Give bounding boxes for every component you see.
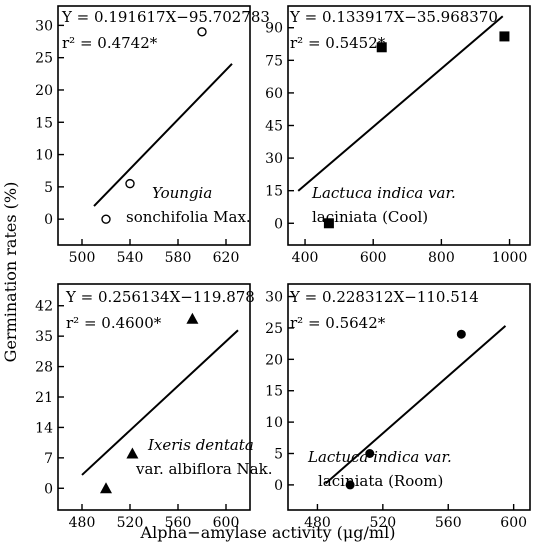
y-tick-label: 30 bbox=[265, 151, 283, 167]
panel-2: 400 600 800 1000 0 15 30 45 60 75 90 Y = 0.133917X−… bbox=[265, 5, 531, 266]
x-tick-label: 600 bbox=[360, 250, 387, 266]
regression-equation: Y = 0.256134X−119.878 bbox=[65, 288, 255, 306]
regression-equation: Y = 0.228312X−110.514 bbox=[289, 288, 479, 306]
y-axis-title: Germination rates (%) bbox=[1, 182, 20, 363]
y-tick-label: 14 bbox=[35, 420, 53, 436]
y-tick-label: 75 bbox=[265, 53, 283, 69]
y-tick-label: 30 bbox=[265, 290, 283, 306]
y-tick-label: 0 bbox=[274, 216, 283, 232]
data-point bbox=[126, 447, 139, 459]
y-tick-label: 15 bbox=[35, 115, 53, 131]
y-tick-label: 42 bbox=[35, 299, 53, 315]
y-tick-label: 10 bbox=[265, 415, 283, 431]
x-tick-label: 560 bbox=[165, 515, 192, 531]
y-tick-label: 5 bbox=[274, 447, 283, 463]
r-squared: r² = 0.5452* bbox=[290, 34, 386, 52]
y-tick-label: 0 bbox=[274, 478, 283, 494]
plot-frame bbox=[287, 283, 531, 511]
regression-line bbox=[81, 329, 239, 476]
x-tick-label: 480 bbox=[304, 515, 331, 531]
y-tick-label: 35 bbox=[35, 329, 53, 345]
data-point bbox=[101, 214, 111, 224]
y-tick-label: 20 bbox=[265, 352, 283, 368]
r-squared: r² = 0.4600* bbox=[66, 314, 162, 332]
x-tick-label: 800 bbox=[428, 250, 455, 266]
panel-1: 500 540 580 620 0 5 10 15 20 25 30 Y = 0.191617X−95… bbox=[35, 5, 270, 266]
x-tick-label: 480 bbox=[69, 515, 96, 531]
y-tick-label: 20 bbox=[35, 83, 53, 99]
y-tick-label: 0 bbox=[44, 212, 53, 228]
y-tick-label: 5 bbox=[44, 180, 53, 196]
regression-line bbox=[93, 63, 233, 207]
data-point bbox=[376, 42, 387, 53]
y-tick-label: 15 bbox=[265, 384, 283, 400]
y-tick-label: 28 bbox=[35, 360, 53, 376]
species-label: Lactuca indica var. bbox=[307, 448, 452, 466]
regression-equation: Y = 0.133917X−35.968370 bbox=[289, 8, 498, 26]
regression-equation: Y = 0.191617X−95.702783 bbox=[61, 8, 270, 26]
y-tick-label: 45 bbox=[265, 119, 283, 135]
data-point bbox=[365, 449, 375, 458]
panel-3: 480 520 560 600 0 7 14 21 28 35 42 Y = 0.256134X−11… bbox=[35, 283, 272, 531]
data-point bbox=[499, 31, 510, 42]
data-point bbox=[197, 27, 207, 37]
x-tick-label: 400 bbox=[292, 250, 319, 266]
data-point bbox=[186, 312, 199, 324]
y-tick-label: 15 bbox=[265, 184, 283, 200]
r-squared: r² = 0.4742* bbox=[62, 34, 158, 52]
x-tick-label: 620 bbox=[213, 250, 240, 266]
x-tick-label: 560 bbox=[435, 515, 462, 531]
x-tick-label: 520 bbox=[117, 515, 144, 531]
x-tick-label: 1000 bbox=[492, 250, 528, 266]
x-tick-label: 600 bbox=[213, 515, 240, 531]
species-label-line2: var. albiflora Nak. bbox=[135, 460, 272, 478]
species-label: Youngia bbox=[152, 184, 212, 202]
species-label: Lactuca indica var. bbox=[311, 184, 456, 202]
panel-4: 480 520 560 600 0 5 10 15 20 25 30 Y = 0.228312X−11… bbox=[265, 283, 531, 531]
data-point bbox=[456, 329, 466, 339]
species-label-line2: sonchifolia Max. bbox=[126, 208, 251, 226]
data-point bbox=[345, 480, 355, 490]
y-tick-label: 25 bbox=[35, 51, 53, 67]
x-tick-label: 580 bbox=[165, 250, 192, 266]
y-tick-label: 25 bbox=[265, 321, 283, 337]
y-tick-label: 7 bbox=[44, 451, 53, 467]
x-axis-title: Alpha−amylase activity (μg/ml) bbox=[140, 523, 396, 542]
data-point bbox=[323, 218, 334, 229]
species-label: Ixeris dentata bbox=[147, 436, 254, 454]
x-tick-label: 540 bbox=[117, 250, 144, 266]
data-point bbox=[125, 178, 135, 189]
data-point bbox=[100, 482, 112, 494]
y-tick-label: 21 bbox=[35, 390, 53, 406]
y-tick-label: 90 bbox=[265, 21, 283, 37]
regression-line bbox=[324, 325, 507, 485]
y-tick-label: 60 bbox=[265, 86, 283, 102]
regression-line bbox=[297, 15, 504, 192]
species-label-line2: laciniata (Room) bbox=[318, 472, 443, 490]
y-tick-label: 0 bbox=[44, 481, 53, 497]
x-tick-label: 600 bbox=[500, 515, 527, 531]
plot-frame bbox=[57, 5, 251, 246]
y-tick-label: 10 bbox=[35, 148, 53, 164]
species-label-line2: laciniata (Cool) bbox=[312, 208, 428, 226]
x-tick-label: 500 bbox=[69, 250, 96, 266]
x-tick-label: 520 bbox=[369, 515, 396, 531]
y-tick-label: 30 bbox=[35, 18, 53, 34]
r-squared: r² = 0.5642* bbox=[290, 314, 386, 332]
